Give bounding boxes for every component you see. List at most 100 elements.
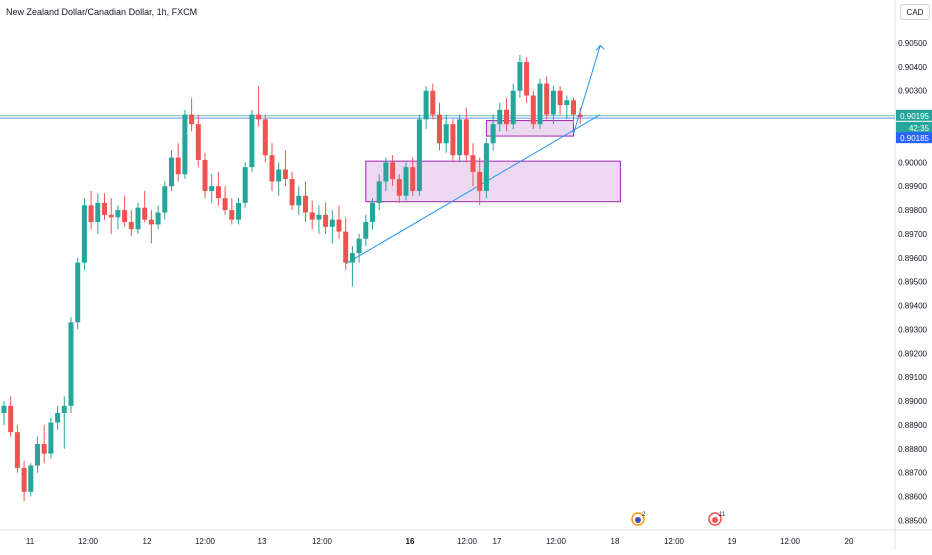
candle-body <box>443 124 449 144</box>
x-tick-label: 12:00 <box>780 537 801 546</box>
candle-body <box>403 167 409 196</box>
price-tag <box>896 121 932 133</box>
candle-body <box>370 202 375 223</box>
price-tag <box>896 132 932 144</box>
candle-body <box>477 171 483 191</box>
price-tag-label: 0.90185 <box>900 134 929 143</box>
candle-body <box>108 214 114 218</box>
x-tick-label: 20 <box>845 537 854 546</box>
candle-body <box>289 179 295 206</box>
candle-body <box>236 202 241 220</box>
y-tick-label: 0.89500 <box>898 278 927 287</box>
candle-body <box>396 179 402 196</box>
dividend-icon-dot <box>712 517 718 523</box>
candle-body <box>122 210 128 223</box>
candle-body <box>504 109 509 125</box>
symbol-title: New Zealand Dollar/Canadian Dollar, 1h, … <box>6 7 198 17</box>
candle-body <box>148 219 154 225</box>
y-tick-label: 0.89900 <box>898 182 927 191</box>
candle-body <box>262 119 268 156</box>
candle-body <box>571 100 576 115</box>
projection-arrow[interactable] <box>573 45 601 134</box>
candle-body <box>95 202 101 223</box>
y-tick-label: 0.88700 <box>898 469 927 478</box>
projection-arrow-head <box>595 44 605 51</box>
candle-body <box>316 214 322 220</box>
y-tick-label: 0.90000 <box>898 158 927 167</box>
candle-body <box>88 205 94 223</box>
candle-body <box>68 322 74 406</box>
candle-body <box>21 467 27 492</box>
y-tick-label: 0.88800 <box>898 445 927 454</box>
price-tag-label: 42:35 <box>909 124 930 133</box>
candle-body <box>423 90 429 120</box>
candle-body <box>323 214 329 227</box>
candle-body <box>309 212 315 220</box>
candle-body <box>363 222 369 239</box>
y-tick-label: 0.88900 <box>898 421 927 430</box>
candle-body <box>349 253 355 263</box>
y-tick-label: 0.90500 <box>898 39 927 48</box>
candle-body <box>41 444 47 454</box>
trendline[interactable] <box>345 114 601 265</box>
x-tick-label: 12:00 <box>546 537 567 546</box>
y-tick-label: 0.89600 <box>898 254 927 263</box>
x-tick-label: 17 <box>493 537 502 546</box>
candle-body <box>14 432 20 468</box>
candle-body <box>48 422 54 454</box>
candle-body <box>215 186 221 199</box>
candle-body <box>209 186 215 191</box>
candle-body <box>437 114 442 144</box>
candle-body <box>175 157 181 175</box>
candle-body <box>169 157 174 187</box>
currency-selector[interactable]: CAD <box>900 4 930 20</box>
y-tick-label: 0.89400 <box>898 302 927 311</box>
candle-body <box>61 405 67 414</box>
x-tick-label: 12:00 <box>664 537 685 546</box>
candle-body <box>81 205 87 263</box>
price-tag-label: 0.90195 <box>900 112 929 121</box>
candle-body <box>142 207 148 220</box>
x-tick-label: 12:00 <box>457 537 478 546</box>
candle-body <box>102 202 107 215</box>
x-tick-label: 11 <box>26 537 35 546</box>
candle-body <box>343 231 349 263</box>
candle-body <box>256 114 262 120</box>
candle-body <box>35 444 40 466</box>
candle-body <box>296 195 302 206</box>
y-tick-label: 0.89300 <box>898 325 927 334</box>
candle-body <box>544 83 550 115</box>
y-tick-label: 0.88500 <box>898 516 927 525</box>
event-count: 11 <box>719 512 726 518</box>
candle-body <box>202 159 208 191</box>
candle-body <box>222 198 228 211</box>
candle-body <box>390 162 396 180</box>
candle-body <box>557 90 563 106</box>
earnings-icon-dot <box>635 517 641 523</box>
candle-body <box>383 162 389 182</box>
y-tick-label: 0.89100 <box>898 373 927 382</box>
candle-body <box>463 119 469 156</box>
y-tick-label: 0.89700 <box>898 230 927 239</box>
x-tick-label: 12:00 <box>78 537 99 546</box>
candle-body <box>336 219 342 232</box>
candle-body <box>115 210 121 218</box>
candle-body <box>517 62 523 91</box>
demand-zone-small[interactable] <box>485 120 574 137</box>
candle-body <box>249 114 255 168</box>
candle-body <box>276 169 282 182</box>
x-tick-label: 16 <box>406 537 415 546</box>
candle-body <box>510 90 516 125</box>
y-tick-label: 0.88600 <box>898 493 927 502</box>
candle-body <box>182 114 188 175</box>
y-tick-label: 0.90300 <box>898 87 927 96</box>
candle-body <box>75 262 81 323</box>
candle-body <box>550 90 556 115</box>
candle-body <box>564 100 570 106</box>
candle-body <box>28 465 34 492</box>
event-count: 2 <box>642 512 646 518</box>
candle-body <box>189 114 195 125</box>
y-tick-label: 0.89000 <box>898 397 927 406</box>
